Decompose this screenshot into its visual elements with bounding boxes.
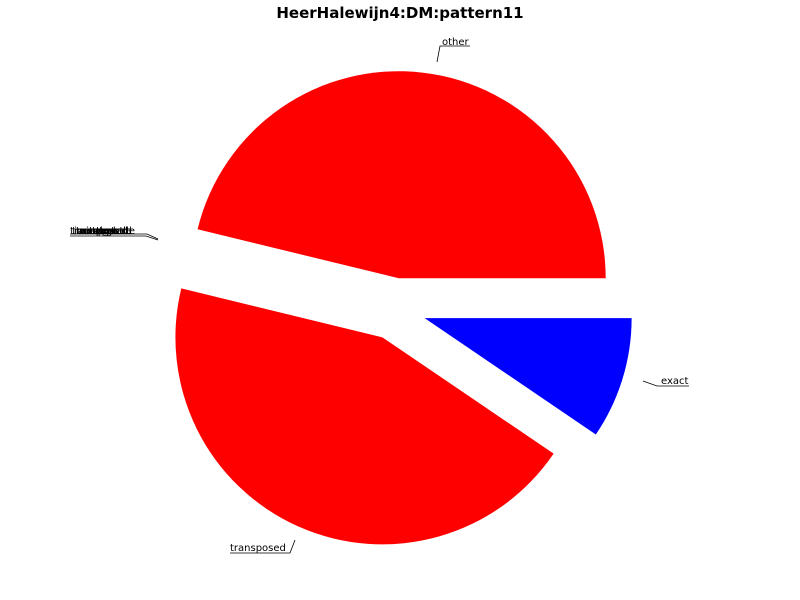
cluster-label-3: retrograde [82, 226, 135, 237]
slice-other [197, 71, 606, 279]
leader-line-cluster [70, 235, 159, 241]
slice-label-exact: exact [661, 376, 689, 387]
cluster-label-4: inverted [86, 226, 128, 237]
cluster-label-2: retrograde [79, 226, 132, 237]
cluster-label-0: transposed [70, 226, 126, 237]
leader-line-exact [642, 380, 689, 387]
slice-label-transposed: transposed [230, 543, 286, 554]
slice-exact [424, 318, 632, 435]
leader-line-other [436, 45, 470, 63]
chart-title: HeerHalewijn4:DM:pattern11 [276, 4, 523, 22]
leader-line-transposed [230, 539, 296, 554]
slice-transposed [175, 288, 554, 545]
cluster-label-5: other [90, 226, 118, 237]
cluster-label-6: transposed [72, 226, 128, 237]
cluster-label-7: exact [96, 226, 124, 237]
cluster-label-8: transposed [76, 226, 132, 237]
overlapping-label-cluster: transposed inverted retrograde retrograd… [70, 226, 159, 241]
slice-label-other: other [442, 37, 470, 48]
cluster-label-1: inverted [74, 226, 116, 237]
leader-line-cluster-2 [70, 233, 159, 240]
